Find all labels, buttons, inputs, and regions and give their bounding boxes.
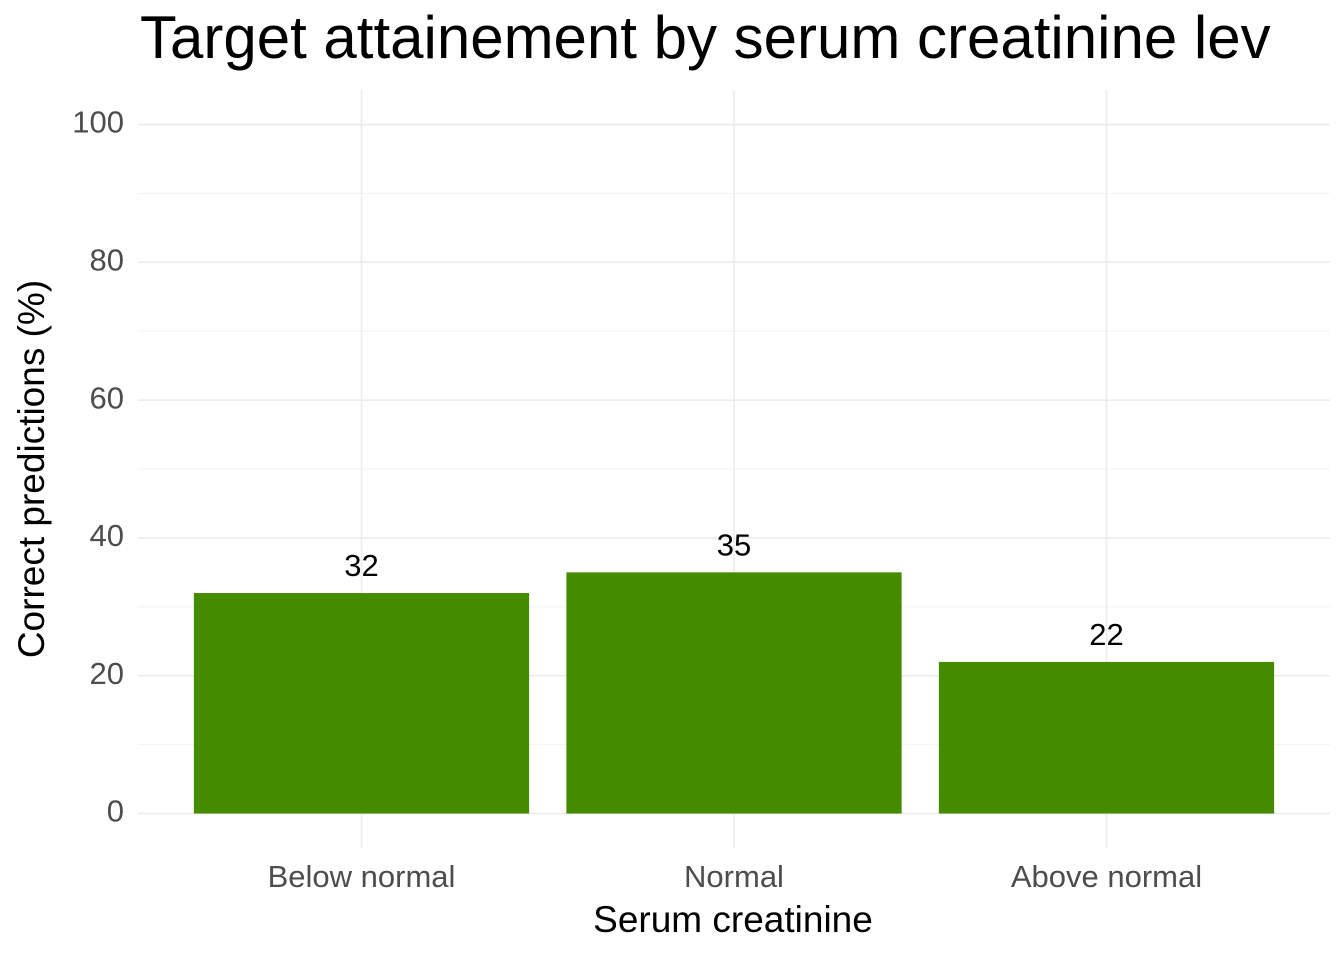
value-label: 32 [344, 548, 378, 583]
bar [566, 572, 902, 814]
y-tick-label: 40 [90, 518, 124, 553]
y-tick-label: 20 [90, 656, 124, 691]
y-tick-label: 60 [90, 380, 124, 415]
value-label: 35 [717, 528, 751, 563]
x-tick-label: Above normal [1011, 859, 1202, 894]
y-tick-label: 0 [107, 794, 124, 829]
y-tick-label: 80 [90, 242, 124, 277]
x-tick-label: Below normal [268, 859, 456, 894]
y-axis-title: Correct predictions (%) [11, 280, 52, 658]
bar [938, 661, 1275, 814]
x-axis-title: Serum creatinine [593, 899, 873, 940]
x-tick-label: Normal [684, 859, 784, 894]
chart-title: Target attainement by serum creatinine l… [140, 4, 1271, 71]
y-tick-label: 100 [72, 105, 124, 140]
value-label: 22 [1089, 617, 1123, 652]
bar [193, 593, 530, 814]
